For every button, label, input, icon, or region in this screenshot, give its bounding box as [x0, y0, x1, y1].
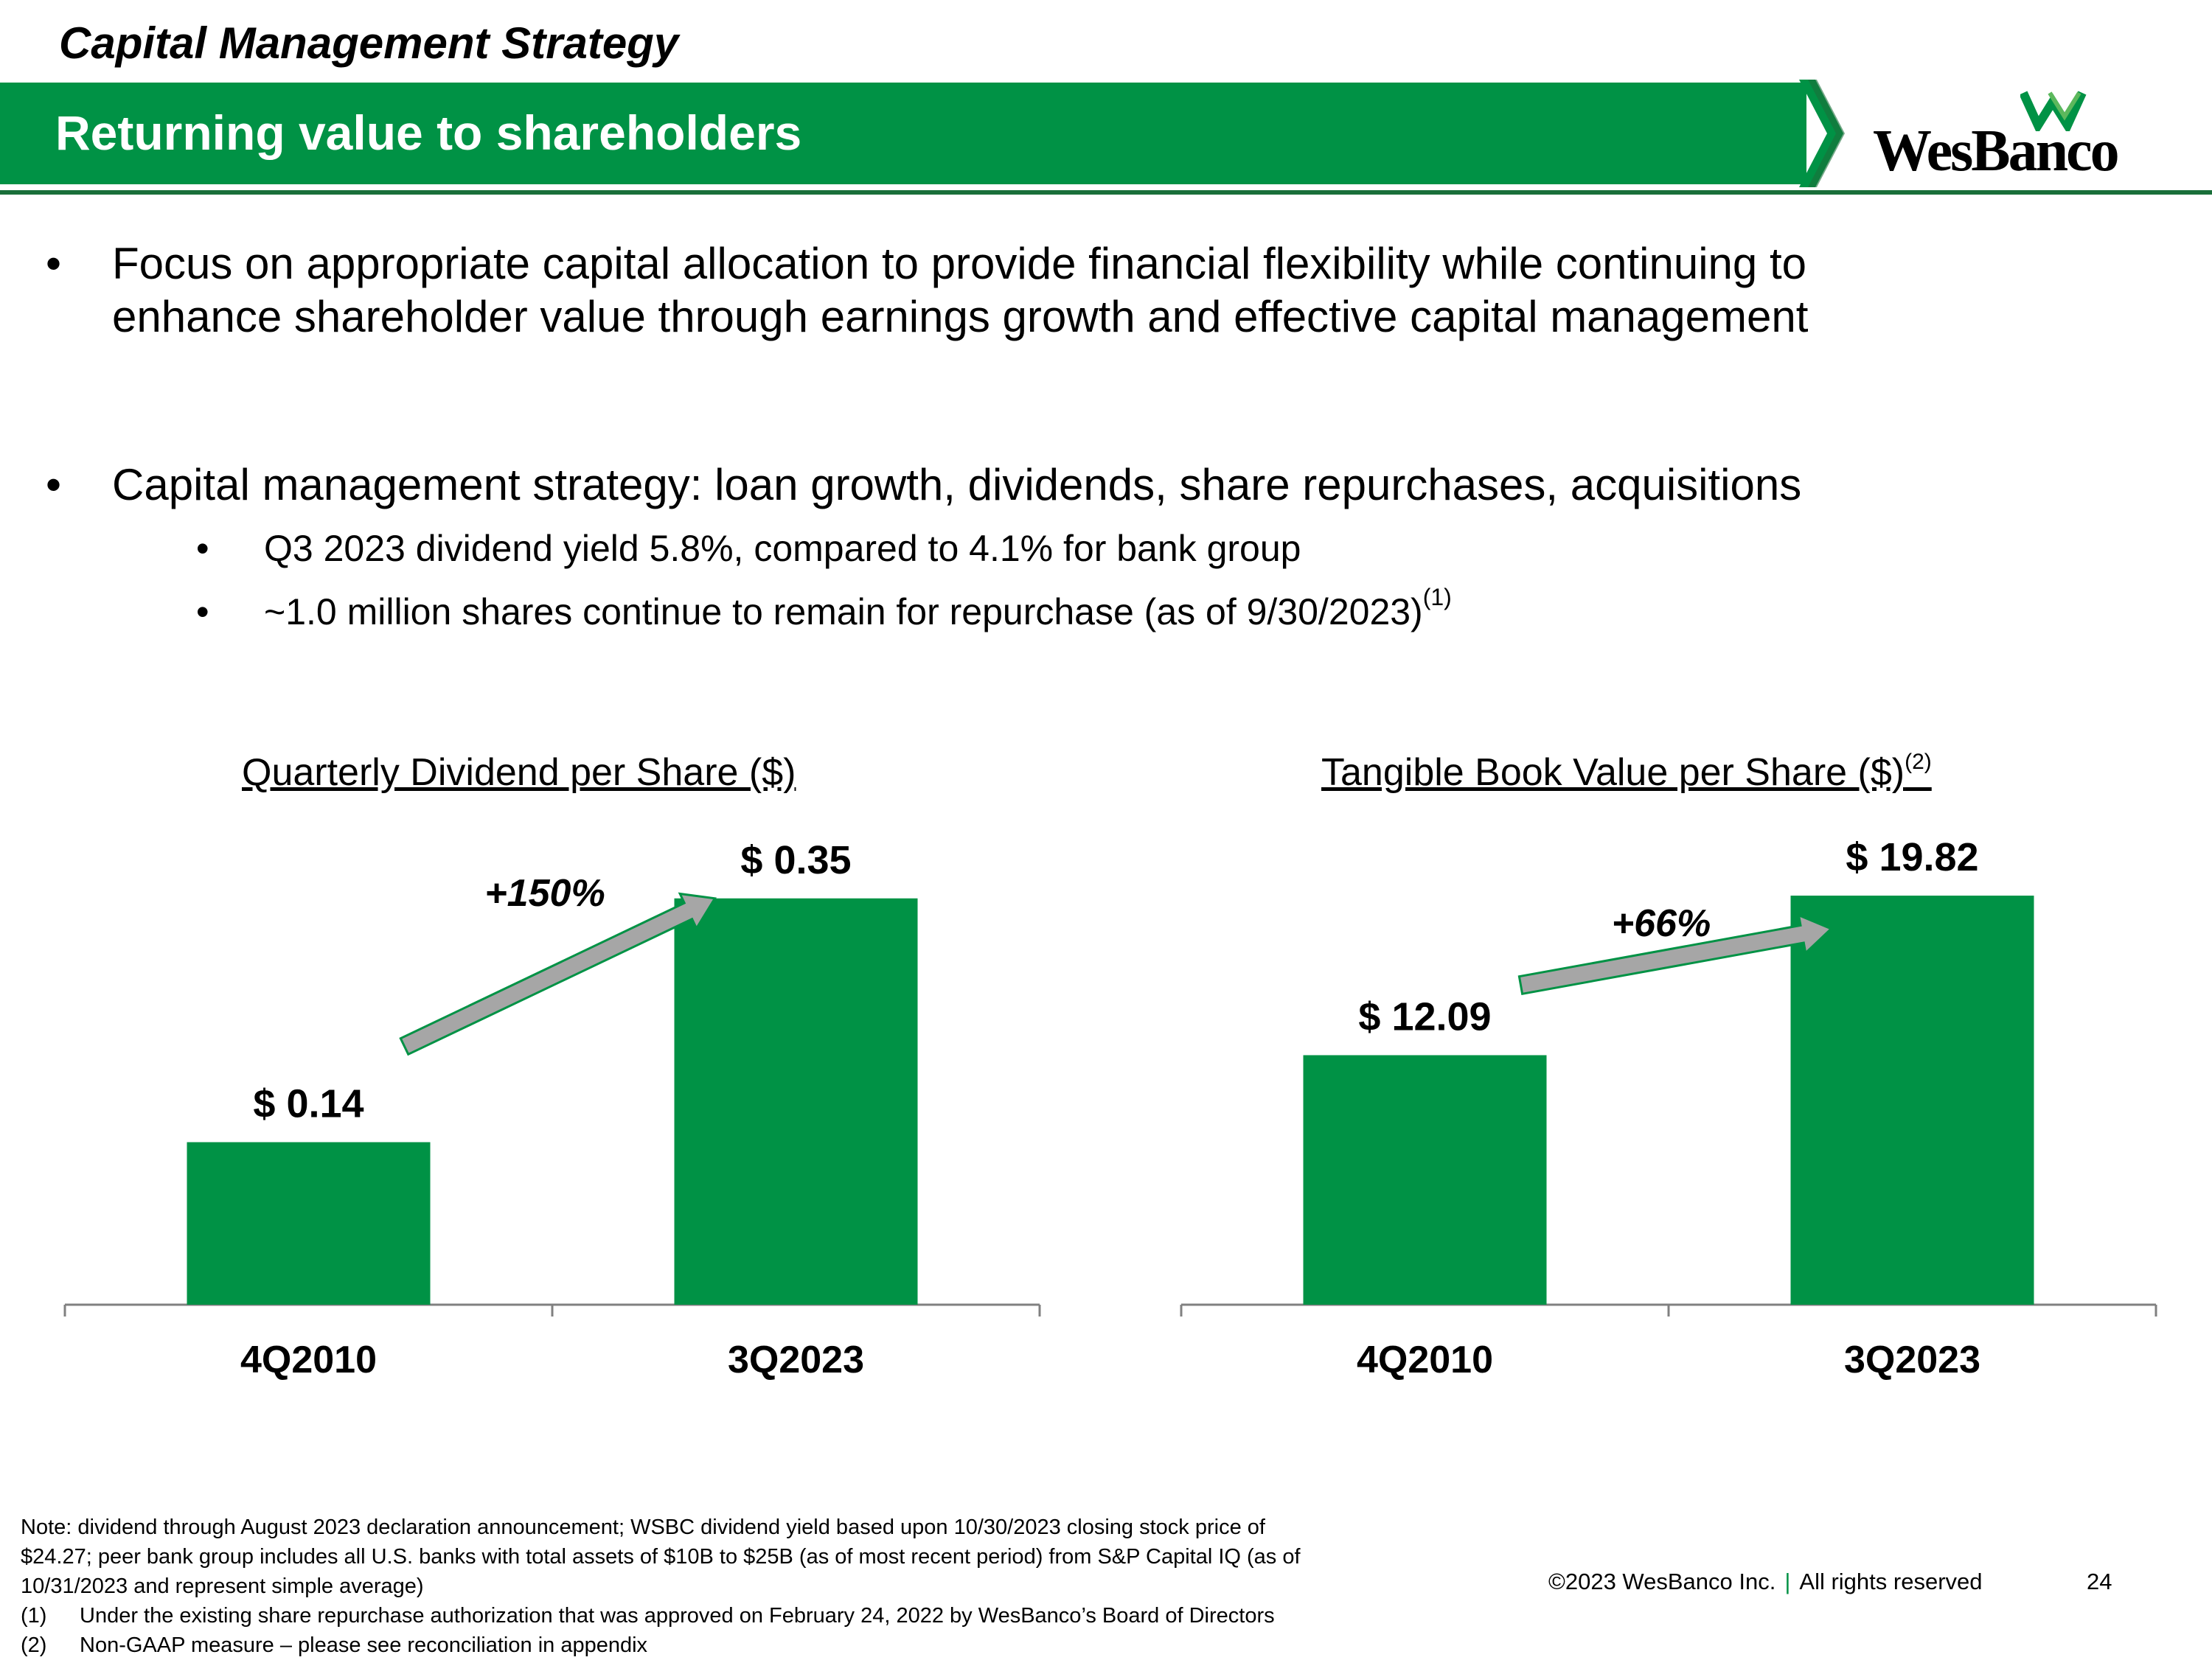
bar-4q2010 — [187, 1142, 431, 1305]
chart-title-dividend: Quarterly Dividend per Share ($) — [242, 751, 796, 794]
wesbanco-logo: WesBanco — [1873, 87, 2138, 184]
sub-bullet-dividend-yield: • Q3 2023 dividend yield 5.8%, compared … — [196, 526, 1301, 571]
section-title: Capital Management Strategy — [59, 18, 679, 68]
bullet-line-2: enhance shareholder value through earnin… — [112, 292, 1809, 341]
growth-label: +66% — [1612, 902, 1711, 945]
footnote-1: (1) Under the existing share repurchase a… — [21, 1601, 1532, 1631]
dividend-chart: $ 0.14 4Q2010 $ 0.35 3Q2023 +150% — [63, 838, 1041, 1381]
bar-3q2023 — [674, 898, 918, 1305]
footnote-2-text: Non-GAAP measure – please see reconcilia… — [80, 1633, 648, 1657]
page-title: Returning value to shareholders — [55, 105, 802, 160]
tbv-chart: $ 12.09 4Q2010 $ 19.82 3Q2023 +66% — [1180, 835, 2157, 1381]
data-label: $ 0.35 — [740, 838, 851, 882]
x-tick-label: 4Q2010 — [1357, 1339, 1493, 1381]
chart-title-tbv-text: Tangible Book Value per Share ($) — [1321, 751, 1905, 794]
x-tick-label: 4Q2010 — [240, 1339, 377, 1381]
footnotes: Note: dividend through August 2023 decla… — [21, 1513, 1532, 1660]
footnote-1-text: Under the existing share repurchase auth… — [80, 1604, 1275, 1628]
bullet-text: Capital management strategy: loan growth… — [112, 460, 1802, 509]
note-line-2: $24.27; peer bank group includes all U.S… — [21, 1545, 1301, 1569]
sub-bullet-dot: • — [196, 591, 209, 632]
logo-wordmark: WesBanco — [1873, 119, 2120, 184]
title-banner — [0, 83, 1806, 184]
growth-arrow-icon — [399, 892, 717, 1056]
note-line-1: Note: dividend through August 2023 decla… — [21, 1516, 1265, 1539]
chart-title-tbv: Tangible Book Value per Share ($)(2) — [1321, 750, 1932, 795]
copyright: ©2023 WesBanco Inc. | All rights reserved — [1548, 1569, 1983, 1595]
note-line-3: 10/31/2023 and represent simple average) — [21, 1574, 424, 1598]
bar-4q2010 — [1303, 1055, 1547, 1305]
logo-mark-icon — [2020, 91, 2087, 131]
data-label: $ 0.14 — [253, 1082, 364, 1126]
header-rule — [0, 190, 2212, 195]
rights-text: All rights reserved — [1799, 1569, 1983, 1594]
bullet-capital-allocation: • Focus on appropriate capital allocatio… — [46, 237, 1809, 343]
bullet-line-1: Focus on appropriate capital allocation … — [112, 239, 1806, 288]
footnote-ref-2: (2) — [1905, 750, 1932, 774]
footnote-2: (2) Non-GAAP measure – please see reconci… — [21, 1631, 1532, 1660]
footnote-1-number: (1) — [21, 1604, 47, 1628]
sub-bullet-text: Q3 2023 dividend yield 5.8%, compared to… — [264, 528, 1301, 569]
sub-bullet-dot: • — [196, 528, 209, 569]
footnote-2-number: (2) — [21, 1633, 47, 1657]
bullet-dot: • — [46, 460, 62, 509]
sub-bullet-text: ~1.0 million shares continue to remain f… — [264, 591, 1423, 632]
banner-chevron-icon — [1799, 80, 1845, 187]
page-number: 24 — [2087, 1569, 2112, 1594]
growth-label: +150% — [484, 872, 605, 915]
x-tick-label: 3Q2023 — [1844, 1339, 1980, 1381]
bullet-dot: • — [46, 239, 62, 288]
footnote-ref-1: (1) — [1422, 584, 1452, 610]
sub-bullet-repurchase: • ~1.0 million shares continue to remain… — [196, 585, 1452, 634]
copyright-text: ©2023 WesBanco Inc. — [1548, 1569, 1776, 1594]
data-label: $ 19.82 — [1846, 835, 1978, 879]
data-label: $ 12.09 — [1358, 994, 1491, 1039]
copyright-separator: | — [1784, 1569, 1791, 1594]
bar-3q2023 — [1790, 896, 2034, 1305]
bullet-capital-strategy: • Capital management strategy: loan grow… — [46, 458, 1802, 512]
growth-arrow-icon — [1517, 913, 1834, 996]
x-tick-label: 3Q2023 — [728, 1339, 864, 1381]
